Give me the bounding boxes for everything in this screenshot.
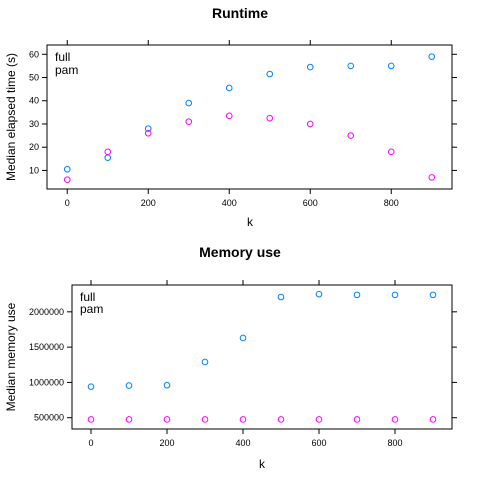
- runtime-xtick-label: 400: [222, 198, 237, 208]
- runtime-pam-point: [225, 112, 233, 120]
- memory-xtick-label: 600: [311, 438, 326, 448]
- runtime-pam-point: [428, 174, 436, 181]
- memory-full-point: [125, 382, 133, 389]
- runtime-full-point: [104, 154, 112, 161]
- memory-pam-point: [87, 416, 95, 423]
- runtime-xlabel: k: [247, 215, 254, 229]
- runtime-pam-point: [306, 120, 314, 128]
- memory-ylabel: Median memory use: [4, 302, 18, 411]
- memory-title: Memory use: [199, 244, 281, 260]
- runtime-xtick-label: 200: [141, 198, 156, 208]
- memory-pam-point: [277, 416, 285, 423]
- runtime-xtick-label: 0: [65, 198, 70, 208]
- memory-full-point: [163, 381, 171, 389]
- memory-pam-point: [315, 416, 323, 423]
- runtime-ytick-label: 40: [29, 96, 39, 106]
- memory-full-point: [429, 291, 437, 299]
- memory-xtick-label: 800: [387, 438, 402, 448]
- memory-xtick-label: 200: [159, 438, 174, 448]
- runtime-ytick-label: 30: [29, 119, 39, 129]
- runtime-full-point: [428, 53, 436, 60]
- memory-plot-frame: [71, 284, 453, 430]
- memory-pam-point: [201, 416, 209, 423]
- runtime-pam-point: [63, 176, 71, 184]
- runtime-pam-point: [347, 132, 355, 139]
- memory-pam-point: [239, 416, 247, 423]
- memory-legend-pam: pam: [80, 302, 103, 316]
- runtime-ytick-label: 60: [29, 49, 39, 59]
- runtime-ylabel: Median elapsed time (s): [4, 53, 18, 181]
- runtime-panel: Runtime k Median elapsed time (s) full p…: [4, 5, 457, 229]
- memory-full-point: [201, 358, 209, 366]
- memory-panel: Memory use k Median memory use full pam …: [4, 244, 457, 471]
- runtime-full-point: [185, 99, 193, 107]
- memory-full-point: [391, 291, 399, 299]
- memory-ytick-label: 1500000: [29, 342, 64, 352]
- runtime-pam-point: [185, 118, 193, 125]
- memory-pam-point: [429, 416, 437, 423]
- runtime-legend-full: full: [55, 50, 70, 64]
- memory-xtick-label: 0: [88, 438, 93, 448]
- memory-pam-point: [391, 416, 399, 423]
- runtime-full-point: [225, 84, 233, 92]
- runtime-plot-frame: [46, 44, 453, 190]
- runtime-full-point: [306, 63, 314, 71]
- runtime-pam-point: [104, 148, 112, 156]
- runtime-ytick-label: 10: [29, 165, 39, 175]
- memory-full-point: [353, 291, 361, 299]
- memory-legend-full: full: [80, 290, 95, 304]
- runtime-full-point: [63, 165, 71, 173]
- memory-pam-point: [163, 416, 171, 423]
- memory-full-point: [87, 383, 95, 390]
- memory-ytick-label: 1000000: [29, 377, 64, 387]
- runtime-full-point: [387, 62, 395, 70]
- memory-ytick-label: 500000: [34, 413, 64, 423]
- memory-full-point: [277, 293, 285, 301]
- runtime-ytick-label: 20: [29, 142, 39, 152]
- memory-pam-point: [125, 416, 133, 423]
- memory-xlabel: k: [259, 457, 266, 471]
- memory-full-point: [239, 334, 247, 342]
- runtime-xtick-label: 800: [384, 198, 399, 208]
- runtime-full-point: [347, 62, 355, 70]
- runtime-pam-point: [387, 148, 395, 156]
- runtime-full-point: [266, 70, 274, 78]
- runtime-legend-pam: pam: [55, 63, 78, 77]
- runtime-full-point: [144, 125, 152, 132]
- runtime-title: Runtime: [212, 5, 268, 21]
- runtime-xtick-label: 600: [303, 198, 318, 208]
- memory-xtick-label: 400: [235, 438, 250, 448]
- memory-full-point: [315, 290, 323, 298]
- runtime-pam-point: [144, 129, 152, 137]
- memory-ytick-label: 2000000: [29, 307, 64, 317]
- memory-pam-point: [353, 416, 361, 423]
- runtime-pam-point: [266, 114, 274, 122]
- runtime-ytick-label: 50: [29, 73, 39, 83]
